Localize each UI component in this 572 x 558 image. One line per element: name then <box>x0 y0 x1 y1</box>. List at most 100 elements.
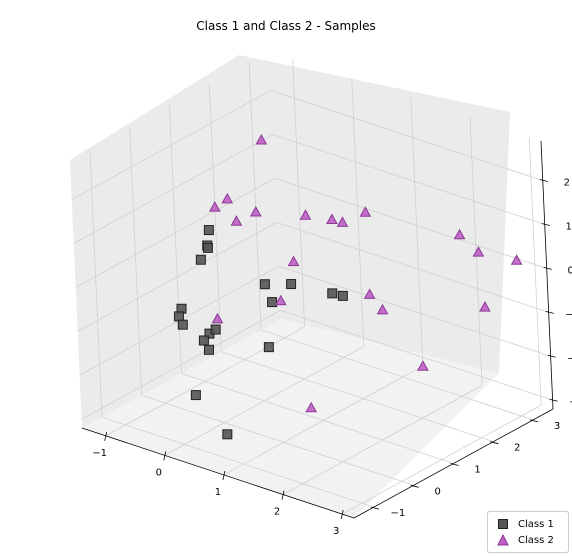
y-tick-mark <box>490 441 499 445</box>
axes: −1 0 1 2 3 −1 0 1 2 3 −3 −2 −1 0 1 2 <box>81 140 572 537</box>
x-axis-line <box>81 427 355 519</box>
grid-line-y-wall <box>89 149 103 418</box>
class-2-point <box>359 206 372 217</box>
class-2-point <box>287 255 300 267</box>
class-1-point <box>177 319 188 330</box>
z-tick-mark <box>543 267 552 270</box>
grid-line-z-back <box>270 90 543 181</box>
x-tick-label: −1 <box>92 448 107 459</box>
grid-line-z-back <box>272 134 545 225</box>
class-2-point <box>221 192 234 204</box>
data-points <box>173 134 523 440</box>
class-2-point <box>305 401 318 413</box>
legend-item-class-1: Class 1 <box>496 517 554 531</box>
grid-line-z-left <box>71 90 271 200</box>
legend-marker-square <box>498 519 508 529</box>
class-2-point <box>211 312 224 324</box>
grid-line-x-wall <box>528 137 542 406</box>
z-tick-mark <box>547 354 556 358</box>
grid-line-y-wall <box>129 127 143 396</box>
y-tick-label: 0 <box>435 486 441 497</box>
class-2-point <box>376 303 389 315</box>
class-1-point <box>190 390 201 401</box>
z-tick-label: 2 <box>564 178 570 189</box>
grid-line-y-floor <box>221 351 494 443</box>
legend-item-class-2: Class 2 <box>496 533 554 547</box>
class-1-point <box>203 344 214 355</box>
grid-line-y-wall <box>208 83 222 352</box>
x-tick-mark <box>281 490 285 500</box>
class-1-point <box>259 279 270 290</box>
grid-line-z-back <box>280 309 553 401</box>
z-tick-mark <box>549 398 558 402</box>
class-2-point <box>453 228 466 240</box>
bottom-pane <box>82 319 499 518</box>
class-1-point <box>286 279 297 290</box>
legend: Class 1 Class 2 <box>487 511 569 553</box>
y-axis-line <box>353 408 554 519</box>
x-tick-mark <box>222 470 226 481</box>
z-tick-label: 0 <box>568 265 572 276</box>
class-2-point <box>510 254 523 265</box>
z-tick-label: −2 <box>567 353 572 364</box>
z-tick-label: −1 <box>565 309 572 320</box>
class-1-point <box>327 288 338 299</box>
y-tick-label: 2 <box>514 443 520 454</box>
x-tick-label: 2 <box>274 507 280 518</box>
legend-label: Class 2 <box>518 534 554 546</box>
class-1-point <box>173 311 184 322</box>
class-1-point <box>263 342 274 353</box>
class-2-point <box>274 294 287 306</box>
class-2-point <box>472 246 485 257</box>
x-tick-label: 0 <box>156 467 162 478</box>
class-2-point <box>299 209 312 220</box>
class-1-point <box>210 324 221 335</box>
class-1-point <box>222 429 233 440</box>
y-tick-mark <box>530 419 539 423</box>
class-2-point <box>326 213 338 224</box>
grid-line-x-wall <box>292 58 306 327</box>
z-axis-line <box>540 140 554 410</box>
x-tick-mark <box>340 510 344 520</box>
class-2-point <box>249 205 262 217</box>
grid-line-y-wall <box>248 61 262 330</box>
grid-line-z-back <box>274 178 547 269</box>
grid-line-z-left <box>73 134 273 244</box>
class-1-point <box>198 335 209 346</box>
grid-line-z-left <box>77 221 277 332</box>
class-2-point <box>208 201 221 212</box>
back-pane <box>239 55 510 373</box>
class-1-point <box>202 242 213 253</box>
grid-line-y-floor <box>141 394 414 486</box>
class-1-point <box>337 290 348 301</box>
z-tick-mark <box>545 310 554 314</box>
grid-line-y-floor <box>101 416 375 508</box>
y-tick-mark <box>450 463 459 466</box>
grid-line-y-floor <box>181 373 454 464</box>
class-1-point <box>267 297 278 308</box>
z-tick-mark <box>541 223 550 226</box>
z-tick-label: −3 <box>569 397 572 408</box>
grid-line-z-back <box>276 221 549 313</box>
chart-title: Class 1 and Class 2 - Samples <box>196 19 375 33</box>
legend-marker-triangle <box>497 533 509 546</box>
legend-label: Class 1 <box>518 518 554 530</box>
grid-line-x-wall <box>410 97 424 366</box>
x-tick-mark <box>104 431 108 441</box>
y-tick-mark <box>410 484 419 488</box>
class-2-point <box>230 215 243 226</box>
class-2-point <box>336 216 349 227</box>
y-tick-label: −1 <box>391 508 406 519</box>
grid-line-y-floor <box>260 329 534 421</box>
grid-line-z-left <box>75 178 275 288</box>
grid-line-z-left <box>81 309 281 420</box>
x-tick-mark <box>163 451 167 461</box>
class-1-point <box>203 225 214 236</box>
y-tick-label: 1 <box>474 465 480 476</box>
class-2-point <box>479 301 491 312</box>
x-tick-label: 1 <box>215 487 221 498</box>
class-2-point <box>417 360 429 371</box>
z-tick-label: 1 <box>566 221 572 232</box>
class-2-point <box>255 134 268 145</box>
